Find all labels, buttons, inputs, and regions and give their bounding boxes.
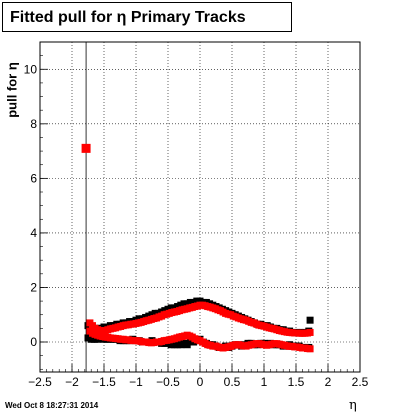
series-3-point: [306, 345, 314, 353]
x-axis-ticks: −2.5 −2 −1.5 −1 −0.5 0 0.5 1 1.5 2 2.5: [28, 364, 369, 389]
x-tick-label: 2: [325, 375, 332, 389]
x-tick-label: −1: [129, 375, 143, 389]
y-tick-label: 4: [30, 226, 37, 240]
x-tick-label: −2: [65, 375, 79, 389]
x-tick-label: 2.5: [352, 375, 369, 389]
x-tick-label: −1.5: [92, 375, 116, 389]
y-tick-label: 2: [30, 280, 37, 294]
y-tick-label: 8: [30, 117, 37, 131]
y-axis-label-box: pull for η: [2, 60, 22, 120]
x-tick-label: −0.5: [156, 375, 180, 389]
y-axis-ticks: 0 2 4 6 8 10: [24, 41, 48, 370]
y-tick-label: 6: [30, 171, 37, 185]
y-tick-label: 10: [24, 62, 38, 76]
x-tick-label: 1: [261, 375, 268, 389]
x-tick-label: 0: [197, 375, 204, 389]
x-tick-label: 0.5: [224, 375, 241, 389]
series-2-point: [306, 328, 314, 336]
y-axis-label: pull for η: [4, 62, 20, 118]
chart-title: Fitted pull for η Primary Tracks: [10, 9, 246, 26]
outlier-point: [81, 143, 91, 153]
timestamp: Wed Oct 8 18:27:31 2014: [5, 401, 99, 410]
chart-title-box: Fitted pull for η Primary Tracks: [2, 2, 292, 32]
x-tick-label: −2.5: [28, 375, 52, 389]
series-0-point: [306, 316, 314, 324]
y-tick-label: 0: [30, 335, 37, 349]
data-points: [81, 143, 314, 353]
x-axis-label: η: [349, 398, 357, 413]
x-tick-label: 1.5: [288, 375, 305, 389]
